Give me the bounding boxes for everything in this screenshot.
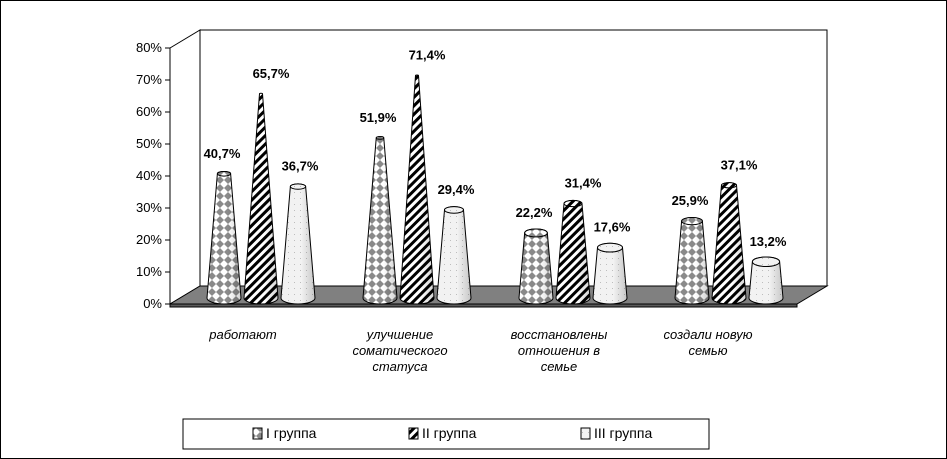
y-tick-label: 40%	[136, 168, 162, 183]
data-label: 71,4%	[409, 48, 446, 63]
data-label: 36,7%	[282, 159, 319, 174]
side-wall	[169, 29, 201, 305]
cone-shade	[437, 206, 471, 304]
data-label: 37,1%	[721, 157, 758, 172]
cone-shade	[281, 183, 315, 304]
cone-shade	[675, 217, 709, 304]
data-label: 22,2%	[516, 205, 553, 220]
y-tick-label: 0%	[143, 296, 162, 311]
cone-shade	[556, 200, 590, 304]
data-label: 31,4%	[565, 176, 602, 191]
cone-top	[751, 256, 781, 268]
plot-walls	[168, 29, 829, 308]
cone-top	[524, 228, 548, 238]
legend: I группа II группа III группа	[182, 418, 710, 450]
cone-top	[375, 136, 385, 140]
data-label: 29,4%	[438, 182, 475, 197]
category-label-line: статуса	[372, 359, 427, 374]
legend-swatch	[252, 427, 263, 440]
category-label: улучшение соматического статуса	[352, 327, 447, 374]
legend-swatch	[580, 427, 591, 440]
data-label: 51,9%	[360, 110, 397, 125]
y-axis: 0% 10% 20% 30% 40% 50% 60% 70% 80%	[136, 40, 171, 311]
data-label: 25,9%	[672, 193, 709, 208]
category-label-line: семье	[541, 359, 578, 374]
legend-swatch	[408, 427, 419, 440]
category-label-line: семью	[688, 343, 727, 358]
cone-shade	[400, 74, 434, 305]
legend-label: I группа	[266, 425, 317, 441]
category-label: восстановлены отношения в семье	[511, 327, 608, 374]
category-label-line: восстановлены	[511, 327, 608, 342]
y-tick-label: 60%	[136, 104, 162, 119]
cone-shade	[712, 182, 746, 304]
data-label: 65,7%	[253, 66, 290, 81]
cone-shade	[363, 136, 397, 304]
cone-top	[289, 183, 307, 190]
cone-shade	[244, 93, 278, 304]
legend-label: III группа	[594, 425, 652, 441]
legend-label: II группа	[422, 425, 477, 441]
cone-shade	[519, 228, 553, 304]
cone-top	[443, 206, 465, 214]
floor-edge	[169, 303, 798, 308]
cone-shade	[749, 256, 783, 304]
category-label-line: работают	[208, 327, 277, 342]
cone-top	[563, 199, 583, 208]
category-label-line: отношения в	[518, 343, 600, 358]
cone-shade	[207, 171, 241, 304]
cone-series	[206, 74, 784, 305]
category-label-line: создали новую	[664, 327, 753, 342]
category-label: работают	[208, 327, 277, 342]
y-tick-label: 50%	[136, 136, 162, 151]
category-label-line: улучшение	[366, 327, 433, 342]
cone-top	[720, 182, 738, 189]
category-label: создали новую семью	[664, 327, 753, 358]
y-tick-label: 10%	[136, 264, 162, 279]
y-tick-label: 70%	[136, 72, 162, 87]
y-tick-label: 80%	[136, 40, 162, 55]
cone-shade	[593, 243, 627, 304]
data-label: 17,6%	[594, 220, 631, 235]
y-tick-label: 30%	[136, 200, 162, 215]
legend-box	[182, 418, 710, 450]
data-label: 40,7%	[204, 146, 241, 161]
cone-top	[216, 170, 232, 177]
data-labels: 40,7% 65,7% 36,7% 51,9% 71,4% 29,4% 22,2% 31,4%…	[204, 48, 787, 249]
y-tick-label: 20%	[136, 232, 162, 247]
category-labels: работают улучшение соматического статуса вос…	[208, 327, 752, 374]
cone-top	[681, 216, 703, 226]
data-label: 13,2%	[750, 234, 787, 249]
category-label-line: соматического	[352, 343, 447, 358]
cone-top	[596, 242, 624, 253]
